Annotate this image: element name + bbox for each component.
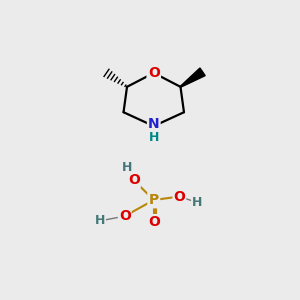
Text: O: O bbox=[128, 173, 140, 188]
Text: H: H bbox=[149, 131, 159, 144]
Text: O: O bbox=[148, 66, 160, 80]
Text: O: O bbox=[119, 209, 130, 223]
Text: O: O bbox=[148, 215, 160, 229]
Text: H: H bbox=[122, 161, 132, 174]
Text: O: O bbox=[173, 190, 185, 203]
Text: P: P bbox=[148, 193, 159, 207]
Text: N: N bbox=[148, 117, 160, 131]
Text: H: H bbox=[95, 214, 106, 227]
Text: H: H bbox=[192, 196, 202, 209]
Polygon shape bbox=[180, 68, 205, 87]
